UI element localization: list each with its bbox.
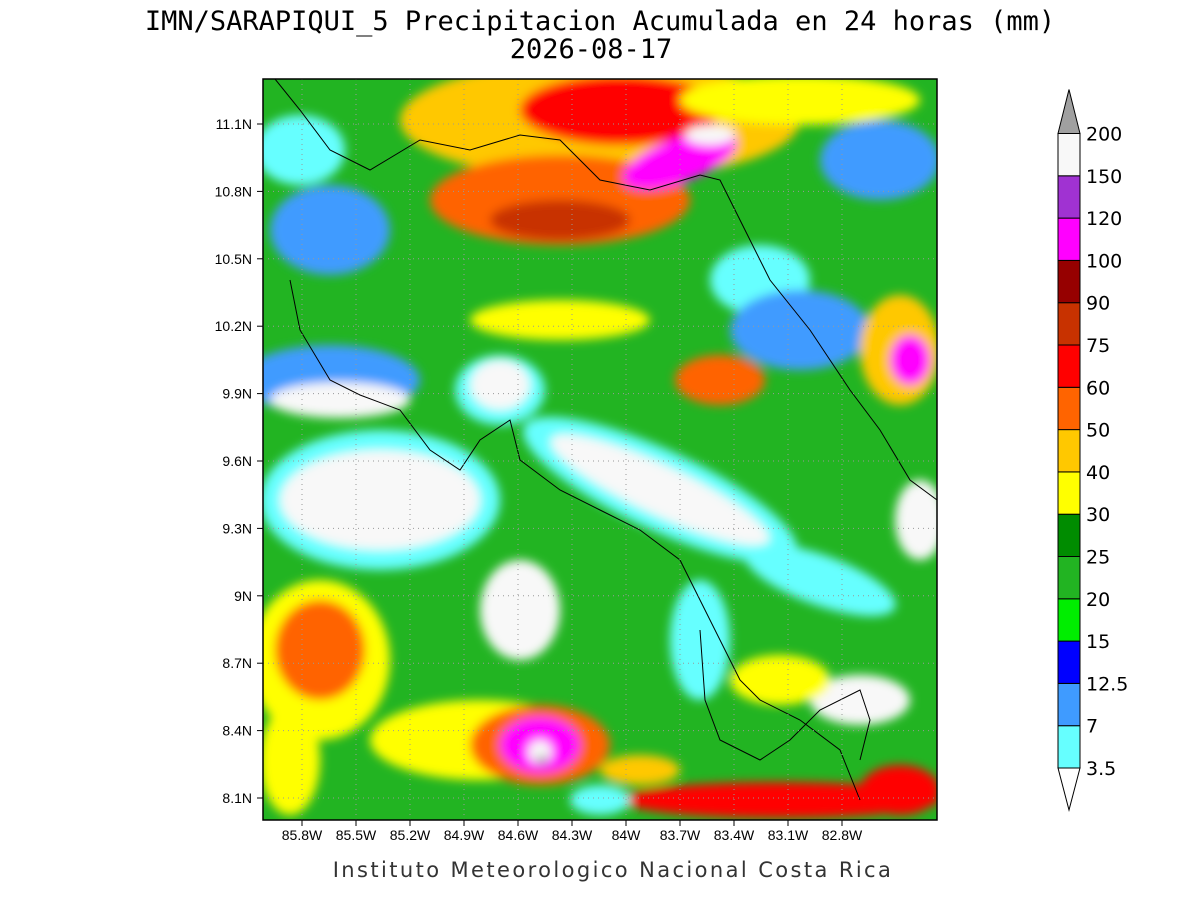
lon-label: 84W <box>612 827 642 843</box>
date: 2026-08-17 <box>510 34 673 65</box>
colorbar-bin <box>1057 513 1081 558</box>
lon-label: 84.6W <box>498 827 539 843</box>
colorbar-label: 15 <box>1086 631 1110 653</box>
colorbar-label: 120 <box>1086 208 1122 230</box>
lon-label: 85.8W <box>282 827 323 843</box>
colorbar-bin <box>1057 429 1081 473</box>
colorbar-label: 200 <box>1086 124 1122 146</box>
lat-label: 11.1N <box>216 116 252 132</box>
colorbar-label: 30 <box>1086 504 1110 526</box>
colorbar: 3.5 7 12.5 15 20 25 30 40 50 60 75 90 100 120 150 200 <box>1057 89 1128 812</box>
colorbar-label: 20 <box>1086 589 1110 611</box>
lon-label: 85.5W <box>336 827 377 843</box>
colorbar-label: 25 <box>1086 547 1110 569</box>
colorbar-label: 90 <box>1086 293 1110 315</box>
lat-label: 9.6N <box>222 453 252 469</box>
colorbar-label: 40 <box>1086 462 1110 484</box>
lon-label: 85.2W <box>390 827 431 843</box>
colorbar-bin <box>1057 556 1081 600</box>
colorbar-bin <box>1057 259 1081 304</box>
colorbar-bin <box>1057 725 1081 769</box>
lon-label: 83.1W <box>768 827 809 843</box>
colorbar-bin <box>1057 302 1081 346</box>
lat-label: 8.1N <box>222 790 252 806</box>
title: IMN/SARAPIQUI_5 Precipitacion Acumulada … <box>145 6 1055 37</box>
colorbar-bin <box>1057 640 1081 684</box>
colorbar-label: 75 <box>1086 335 1110 357</box>
colorbar-label: 7 <box>1086 716 1098 738</box>
lat-label: 9.9N <box>222 386 252 402</box>
colorbar-bin <box>1057 682 1081 727</box>
colorbar-bin <box>1057 133 1081 177</box>
colorbar-label: 100 <box>1086 250 1122 272</box>
map-frame <box>262 78 938 821</box>
colorbar-over <box>1057 89 1081 134</box>
colorbar-bin <box>1057 175 1081 219</box>
lon-label: 82.8W <box>822 827 863 843</box>
colorbar-bin <box>1057 598 1081 642</box>
colorbar-bin <box>1057 217 1081 261</box>
colorbar-label: 150 <box>1086 166 1122 188</box>
colorbar-bin <box>1057 471 1081 515</box>
precip-field <box>263 79 937 820</box>
footer: Instituto Meteorologico Nacional Costa R… <box>333 858 894 882</box>
colorbar-label: 50 <box>1086 420 1110 442</box>
lat-label: 10.5N <box>215 251 252 267</box>
lon-label: 84.9W <box>444 827 485 843</box>
lon-label: 84.3W <box>552 827 593 843</box>
lon-label: 83.7W <box>660 827 701 843</box>
lat-label: 8.7N <box>222 655 252 671</box>
colorbar-label: 60 <box>1086 377 1110 399</box>
lat-label: 9.3N <box>222 520 252 536</box>
lat-label: 9N <box>234 588 252 604</box>
lon-label: 83.4W <box>714 827 755 843</box>
graticule: 11.1N 10.8N 10.5N 10.2N 9.9N 9.6N 9.3N 9N 8.7N 8.… <box>215 79 937 843</box>
colorbar-label: 3.5 <box>1086 758 1116 780</box>
colorbar-bin <box>1057 344 1081 388</box>
colorbar-bin <box>1057 386 1081 431</box>
colorbar-under <box>1057 767 1081 812</box>
lat-label: 10.2N <box>215 318 252 334</box>
lat-label: 10.8N <box>215 183 252 199</box>
colorbar-label: 12.5 <box>1086 673 1128 695</box>
lat-label: 8.4N <box>222 723 252 739</box>
